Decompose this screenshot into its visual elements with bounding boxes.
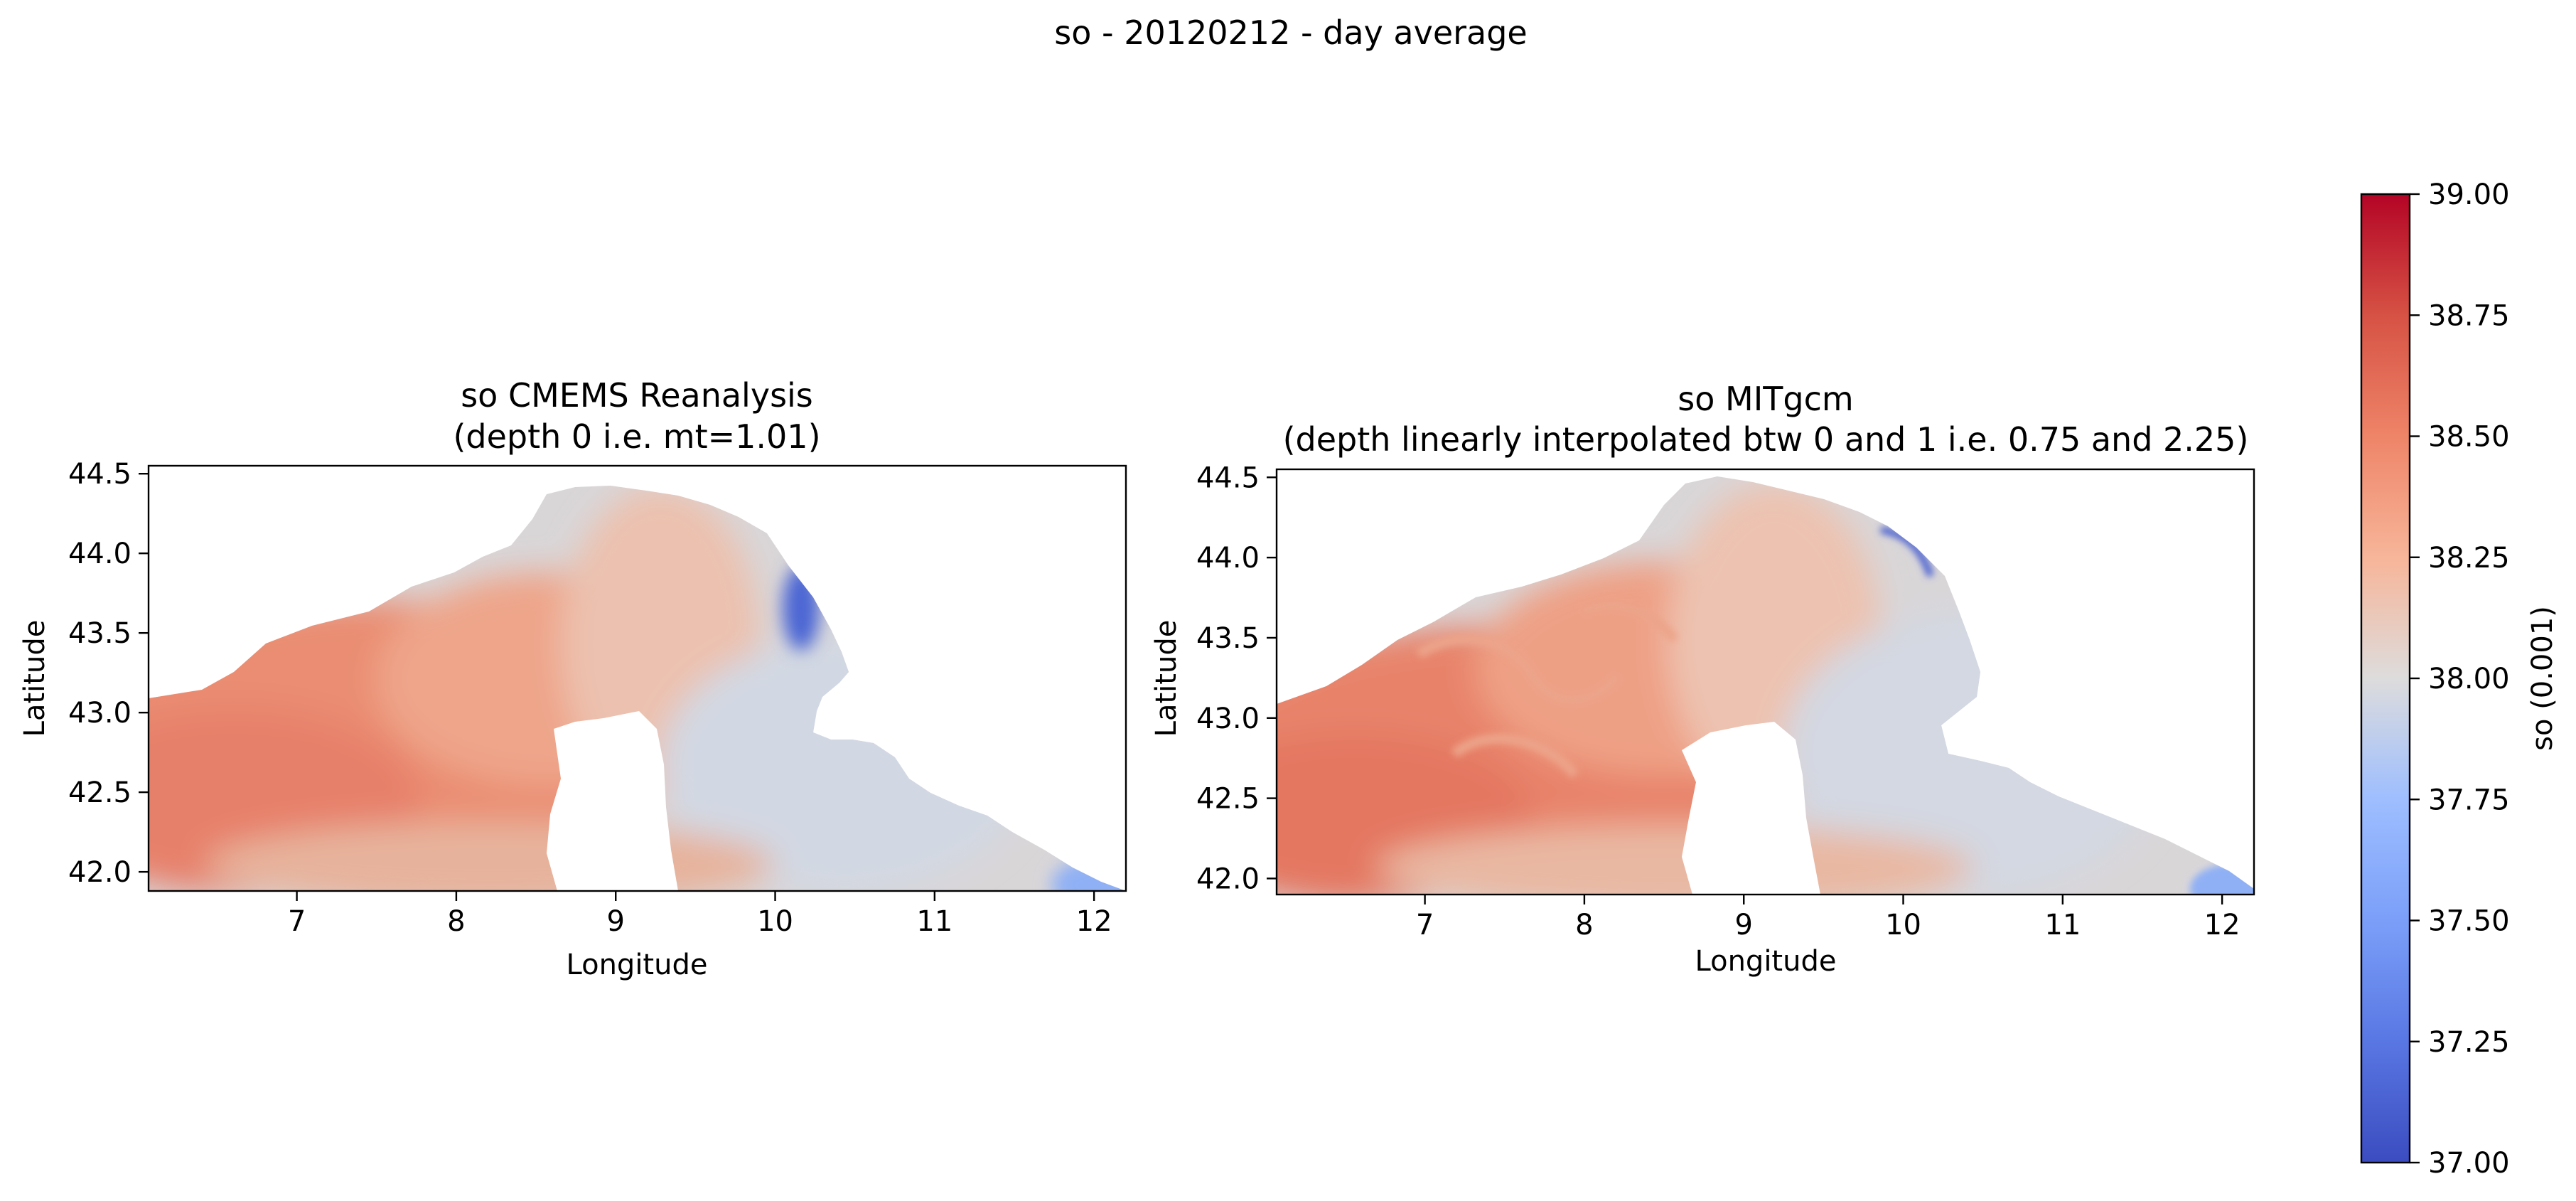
colorbar-tick-label: 37.00 xyxy=(2428,1147,2510,1180)
colorbar-tick-label: 38.75 xyxy=(2428,299,2510,332)
panel2-ytick-label: 42.0 xyxy=(1196,863,1260,895)
panel1-coastal-low xyxy=(783,565,820,651)
colorbar-tick-label: 37.25 xyxy=(2428,1026,2510,1059)
panel2-ylabel: Latitude xyxy=(1150,620,1183,737)
colorbar-tick-label: 37.75 xyxy=(2428,784,2510,816)
panel2-southeast-low xyxy=(2190,864,2254,895)
colorbar-label: so (0.001) xyxy=(2526,606,2559,751)
panel2-axes-frame xyxy=(1275,468,2255,896)
panel1-ytick-label: 43.0 xyxy=(68,697,132,730)
panel1-southern-tint xyxy=(205,821,774,891)
panel2-xticks: 7 8 9 10 11 12 xyxy=(1416,895,2240,941)
panel1-ytick-label: 44.5 xyxy=(68,458,132,491)
colorbar-tick-label: 39.00 xyxy=(2428,178,2510,211)
panel-cmems: so CMEMS Reanalysis (depth 0 i.e. mt=1.0… xyxy=(18,376,1127,981)
panel1-ytick-label: 42.0 xyxy=(68,856,132,889)
panel2-xtick-label: 9 xyxy=(1734,909,1752,941)
panel2-island xyxy=(1682,722,1820,895)
panel2-eddy-filaments xyxy=(1416,601,1679,779)
panel1-island xyxy=(547,711,678,891)
panel2-title: so MITgcm xyxy=(1678,380,1853,418)
panel2-xtick-label: 11 xyxy=(2044,909,2081,941)
panel2-ytick-label: 44.0 xyxy=(1196,542,1260,575)
panel1-xtick-label: 12 xyxy=(1076,905,1112,938)
panel-mitgcm: so MITgcm (depth linearly interpolated b… xyxy=(1150,380,2255,978)
panel1-axes-frame xyxy=(147,464,1127,892)
panel1-subtitle: (depth 0 i.e. mt=1.01) xyxy=(453,417,820,456)
panel1-ytick-label: 44.0 xyxy=(68,538,132,570)
colorbar-tick-label: 38.00 xyxy=(2428,663,2510,695)
panel2-southern-tint xyxy=(1376,825,1973,895)
panel1-field xyxy=(147,464,1127,892)
panel1-title: so CMEMS Reanalysis xyxy=(461,376,813,415)
panel2-ytick-label: 43.0 xyxy=(1196,703,1260,735)
colorbar-tick-label: 38.25 xyxy=(2428,542,2510,575)
panel1-yticks: 42.0 42.5 43.0 43.5 44.0 44.5 xyxy=(68,458,149,889)
panel2-xtick-label: 10 xyxy=(1885,909,1921,941)
panel2-field xyxy=(1275,468,2255,896)
panel1-xtick-label: 11 xyxy=(916,905,952,938)
colorbar-tick-label: 38.50 xyxy=(2428,421,2510,454)
panel1-xtick-label: 10 xyxy=(757,905,793,938)
panel2-xtick-label: 8 xyxy=(1575,909,1593,941)
figure-suptitle: so - 20120212 - day average xyxy=(1054,14,1527,52)
colorbar-ticks: 37.00 37.25 37.50 37.75 38.00 38.25 38.50 38.75… xyxy=(2410,178,2510,1180)
panel1-ytick-label: 43.5 xyxy=(68,617,132,650)
panel2-yticks: 42.0 42.5 43.0 43.5 44.0 44.5 xyxy=(1196,461,1277,895)
panel1-xtick-label: 8 xyxy=(447,905,465,938)
panel2-xtick-label: 7 xyxy=(1416,909,1434,941)
colorbar-gradient xyxy=(2360,193,2411,1164)
colorbar: 37.00 37.25 37.50 37.75 38.00 38.25 38.50 38.75… xyxy=(2360,178,2559,1180)
panel1-xticks: 7 8 9 10 11 12 xyxy=(288,891,1112,938)
panel2-xtick-label: 12 xyxy=(2204,909,2240,941)
panel1-xtick-label: 9 xyxy=(606,905,624,938)
panel2-ytick-label: 42.5 xyxy=(1196,783,1260,816)
panel1-xlabel: Longitude xyxy=(567,949,708,981)
panel2-subtitle: (depth linearly interpolated btw 0 and 1… xyxy=(1283,420,2249,459)
colorbar-tick-label: 37.50 xyxy=(2428,905,2510,938)
panel2-xlabel: Longitude xyxy=(1695,945,1837,978)
panel2-ytick-label: 43.5 xyxy=(1196,622,1260,655)
panel1-ytick-label: 42.5 xyxy=(68,776,132,809)
panel2-ytick-label: 44.5 xyxy=(1196,461,1260,494)
panel1-southeast-low xyxy=(1051,857,1126,891)
panel1-xtick-label: 7 xyxy=(288,905,306,938)
panel1-ylabel: Latitude xyxy=(18,620,51,737)
